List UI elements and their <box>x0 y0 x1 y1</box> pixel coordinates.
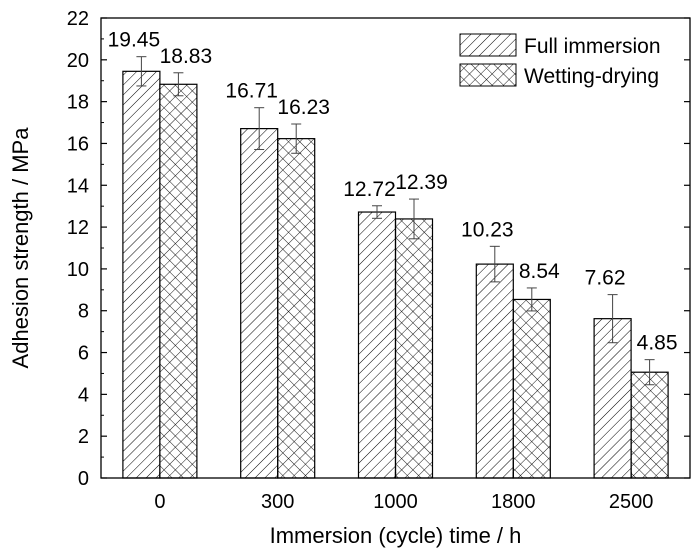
bar-wetting-drying-0 <box>159 83 198 479</box>
x-axis-title: Immersion (cycle) time / h <box>270 523 522 548</box>
y-tick-label: 4 <box>78 384 89 406</box>
error-bar-full-immersion-300 <box>254 107 265 151</box>
error-bar-full-immersion-1000 <box>372 205 382 219</box>
x-tick-label-1000: 1000 <box>373 491 418 513</box>
data-label-full-immersion-1800: 10.23 <box>461 218 514 241</box>
x-tick-label-300: 300 <box>261 491 294 513</box>
y-tick-label: 0 <box>78 468 89 490</box>
bar-wetting-drying-300 <box>277 138 316 479</box>
bar-wetting-drying-2500 <box>630 371 669 479</box>
x-tick-label-0: 0 <box>154 491 165 513</box>
data-label-wetting-drying-300: 16.23 <box>277 96 330 119</box>
data-labels-layer: 19.45 16.71 12.72 10.23 7.62 18.83 16.23 12.39 8… <box>108 29 678 355</box>
y-axis-ticks: 0 2 4 6 8 10 12 14 16 18 20 22 <box>67 8 690 490</box>
legend: Full immersion Wetting-drying <box>459 33 661 88</box>
error-bar-wetting-drying-0 <box>173 72 184 97</box>
y-tick-label: 20 <box>67 50 89 72</box>
error-bar-wetting-drying-1800 <box>526 287 537 312</box>
bar-full-immersion-300 <box>240 128 279 479</box>
error-bar-wetting-drying-300 <box>291 123 302 154</box>
error-bar-full-immersion-2500 <box>607 294 618 344</box>
error-bar-full-immersion-0 <box>136 56 147 87</box>
data-label-full-immersion-1000: 12.72 <box>343 178 396 201</box>
data-label-full-immersion-2500: 7.62 <box>585 267 626 290</box>
legend-swatch-full-immersion <box>459 33 517 57</box>
y-tick-label: 14 <box>67 175 89 197</box>
y-tick-label: 8 <box>78 301 89 323</box>
error-bar-wetting-drying-2500 <box>644 359 655 386</box>
legend-swatch-wetting-drying <box>459 63 517 87</box>
legend-label-wetting-drying: Wetting-drying <box>524 65 659 88</box>
bars-layer <box>122 70 669 479</box>
x-tick-label-2500: 2500 <box>609 491 654 513</box>
y-axis-title: Adhesion strength / MPa <box>8 127 33 369</box>
x-axis-ticks: 0 300 1000 1800 2500 <box>154 472 653 513</box>
data-label-wetting-drying-2500: 4.85 <box>637 332 678 355</box>
data-label-wetting-drying-1000: 12.39 <box>395 171 448 194</box>
x-tick-label-1800: 1800 <box>491 491 536 513</box>
y-tick-label: 6 <box>78 343 89 365</box>
bar-full-immersion-1800 <box>475 263 514 479</box>
data-label-full-immersion-300: 16.71 <box>225 80 278 103</box>
y-tick-label: 22 <box>67 8 89 30</box>
data-label-wetting-drying-1800: 8.54 <box>519 260 560 283</box>
bar-wetting-drying-1800 <box>512 298 551 479</box>
y-tick-label: 16 <box>67 133 89 155</box>
legend-label-full-immersion: Full immersion <box>524 35 661 58</box>
bar-full-immersion-1000 <box>357 211 397 479</box>
y-tick-label: 10 <box>67 259 89 281</box>
error-bar-full-immersion-1800 <box>489 245 500 283</box>
data-label-wetting-drying-0: 18.83 <box>160 45 213 68</box>
y-tick-label: 12 <box>67 217 89 239</box>
error-bar-wetting-drying-1000 <box>409 198 419 240</box>
y-tick-label: 2 <box>78 426 89 448</box>
bar-full-immersion-0 <box>122 70 161 479</box>
error-bars-layer <box>136 56 655 386</box>
y-tick-label: 18 <box>67 92 89 114</box>
bar-wetting-drying-1000 <box>394 218 434 479</box>
data-label-full-immersion-0: 19.45 <box>108 29 161 52</box>
